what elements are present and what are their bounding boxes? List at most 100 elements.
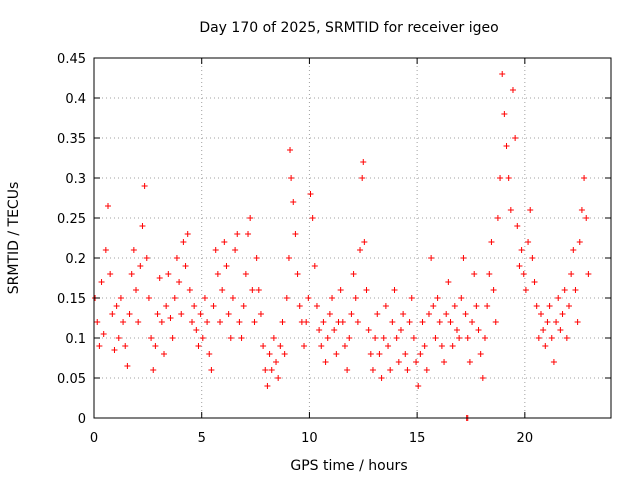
data-point	[393, 335, 400, 341]
data-point	[219, 287, 226, 293]
data-point	[111, 347, 118, 353]
data-point	[557, 327, 564, 333]
data-point	[527, 207, 534, 213]
y-tick-label: 0.25	[57, 212, 86, 227]
data-point	[372, 335, 379, 341]
data-point	[389, 319, 396, 325]
data-point	[234, 231, 241, 237]
data-point	[128, 271, 135, 277]
data-point	[133, 287, 140, 293]
data-point	[400, 311, 407, 317]
y-tick-label: 0.2	[65, 252, 86, 267]
data-point	[354, 319, 361, 325]
data-point	[167, 315, 174, 321]
data-point	[320, 319, 327, 325]
data-point	[505, 175, 512, 181]
y-tick-label: 0	[78, 412, 86, 427]
data-point	[376, 351, 383, 357]
data-point	[512, 135, 519, 141]
data-point	[509, 87, 516, 93]
data-point	[494, 215, 501, 221]
data-point	[397, 327, 404, 333]
x-axis-label: GPS time / hours	[290, 458, 407, 474]
data-point	[473, 303, 480, 309]
data-point	[344, 367, 351, 373]
data-point	[553, 319, 560, 325]
data-point	[563, 335, 570, 341]
data-point	[391, 287, 398, 293]
data-point	[117, 295, 124, 301]
data-point	[318, 343, 325, 349]
data-point	[240, 303, 247, 309]
data-point	[199, 335, 206, 341]
data-point	[380, 335, 387, 341]
data-point	[382, 303, 389, 309]
data-point	[385, 343, 392, 349]
data-point	[387, 367, 394, 373]
data-point	[313, 303, 320, 309]
grid	[94, 58, 611, 418]
data-point	[150, 367, 157, 373]
data-point	[540, 327, 547, 333]
data-point	[214, 271, 221, 277]
data-point	[163, 303, 170, 309]
y-tick-label: 0.35	[57, 132, 86, 147]
data-point	[428, 255, 435, 261]
data-point	[156, 275, 163, 281]
x-tick-label: 10	[301, 431, 318, 446]
data-point	[130, 247, 137, 253]
data-point	[120, 319, 127, 325]
data-point	[176, 279, 183, 285]
data-point	[497, 175, 504, 181]
data-point	[475, 327, 482, 333]
data-point	[525, 239, 532, 245]
data-point	[173, 255, 180, 261]
data-point	[154, 311, 161, 317]
data-point	[102, 247, 109, 253]
data-point	[204, 319, 211, 325]
data-point	[451, 303, 458, 309]
data-point	[137, 263, 144, 269]
data-point	[94, 319, 101, 325]
data-point	[208, 367, 215, 373]
data-point	[432, 335, 439, 341]
y-tick-label: 0.15	[57, 292, 86, 307]
data-point	[529, 255, 536, 261]
data-point	[331, 327, 338, 333]
data-point	[501, 111, 508, 117]
data-point	[481, 335, 488, 341]
data-point	[576, 239, 583, 245]
data-point	[148, 335, 155, 341]
data-point	[374, 311, 381, 317]
data-point	[305, 295, 312, 301]
y-axis-label: SRMTID / TECUs	[6, 182, 22, 295]
data-point	[430, 303, 437, 309]
data-point	[408, 295, 415, 301]
x-tick-label: 0	[90, 431, 98, 446]
data-point	[135, 319, 142, 325]
data-point	[365, 327, 372, 333]
data-point	[535, 335, 542, 341]
data-point	[522, 287, 529, 293]
data-point	[191, 303, 198, 309]
data-point	[548, 335, 555, 341]
data-point	[242, 271, 249, 277]
data-point	[251, 319, 258, 325]
data-point	[337, 287, 344, 293]
data-point	[443, 311, 450, 317]
data-point	[346, 335, 353, 341]
data-point	[447, 319, 454, 325]
data-point	[161, 351, 168, 357]
data-point	[406, 319, 413, 325]
data-point	[201, 295, 208, 301]
data-point	[268, 367, 275, 373]
data-point	[158, 319, 165, 325]
data-point	[425, 311, 432, 317]
data-point	[357, 247, 364, 253]
data-point	[270, 335, 277, 341]
data-point	[311, 263, 318, 269]
data-point	[212, 247, 219, 253]
data-point	[546, 303, 553, 309]
data-point	[503, 143, 510, 149]
data-point	[568, 271, 575, 277]
